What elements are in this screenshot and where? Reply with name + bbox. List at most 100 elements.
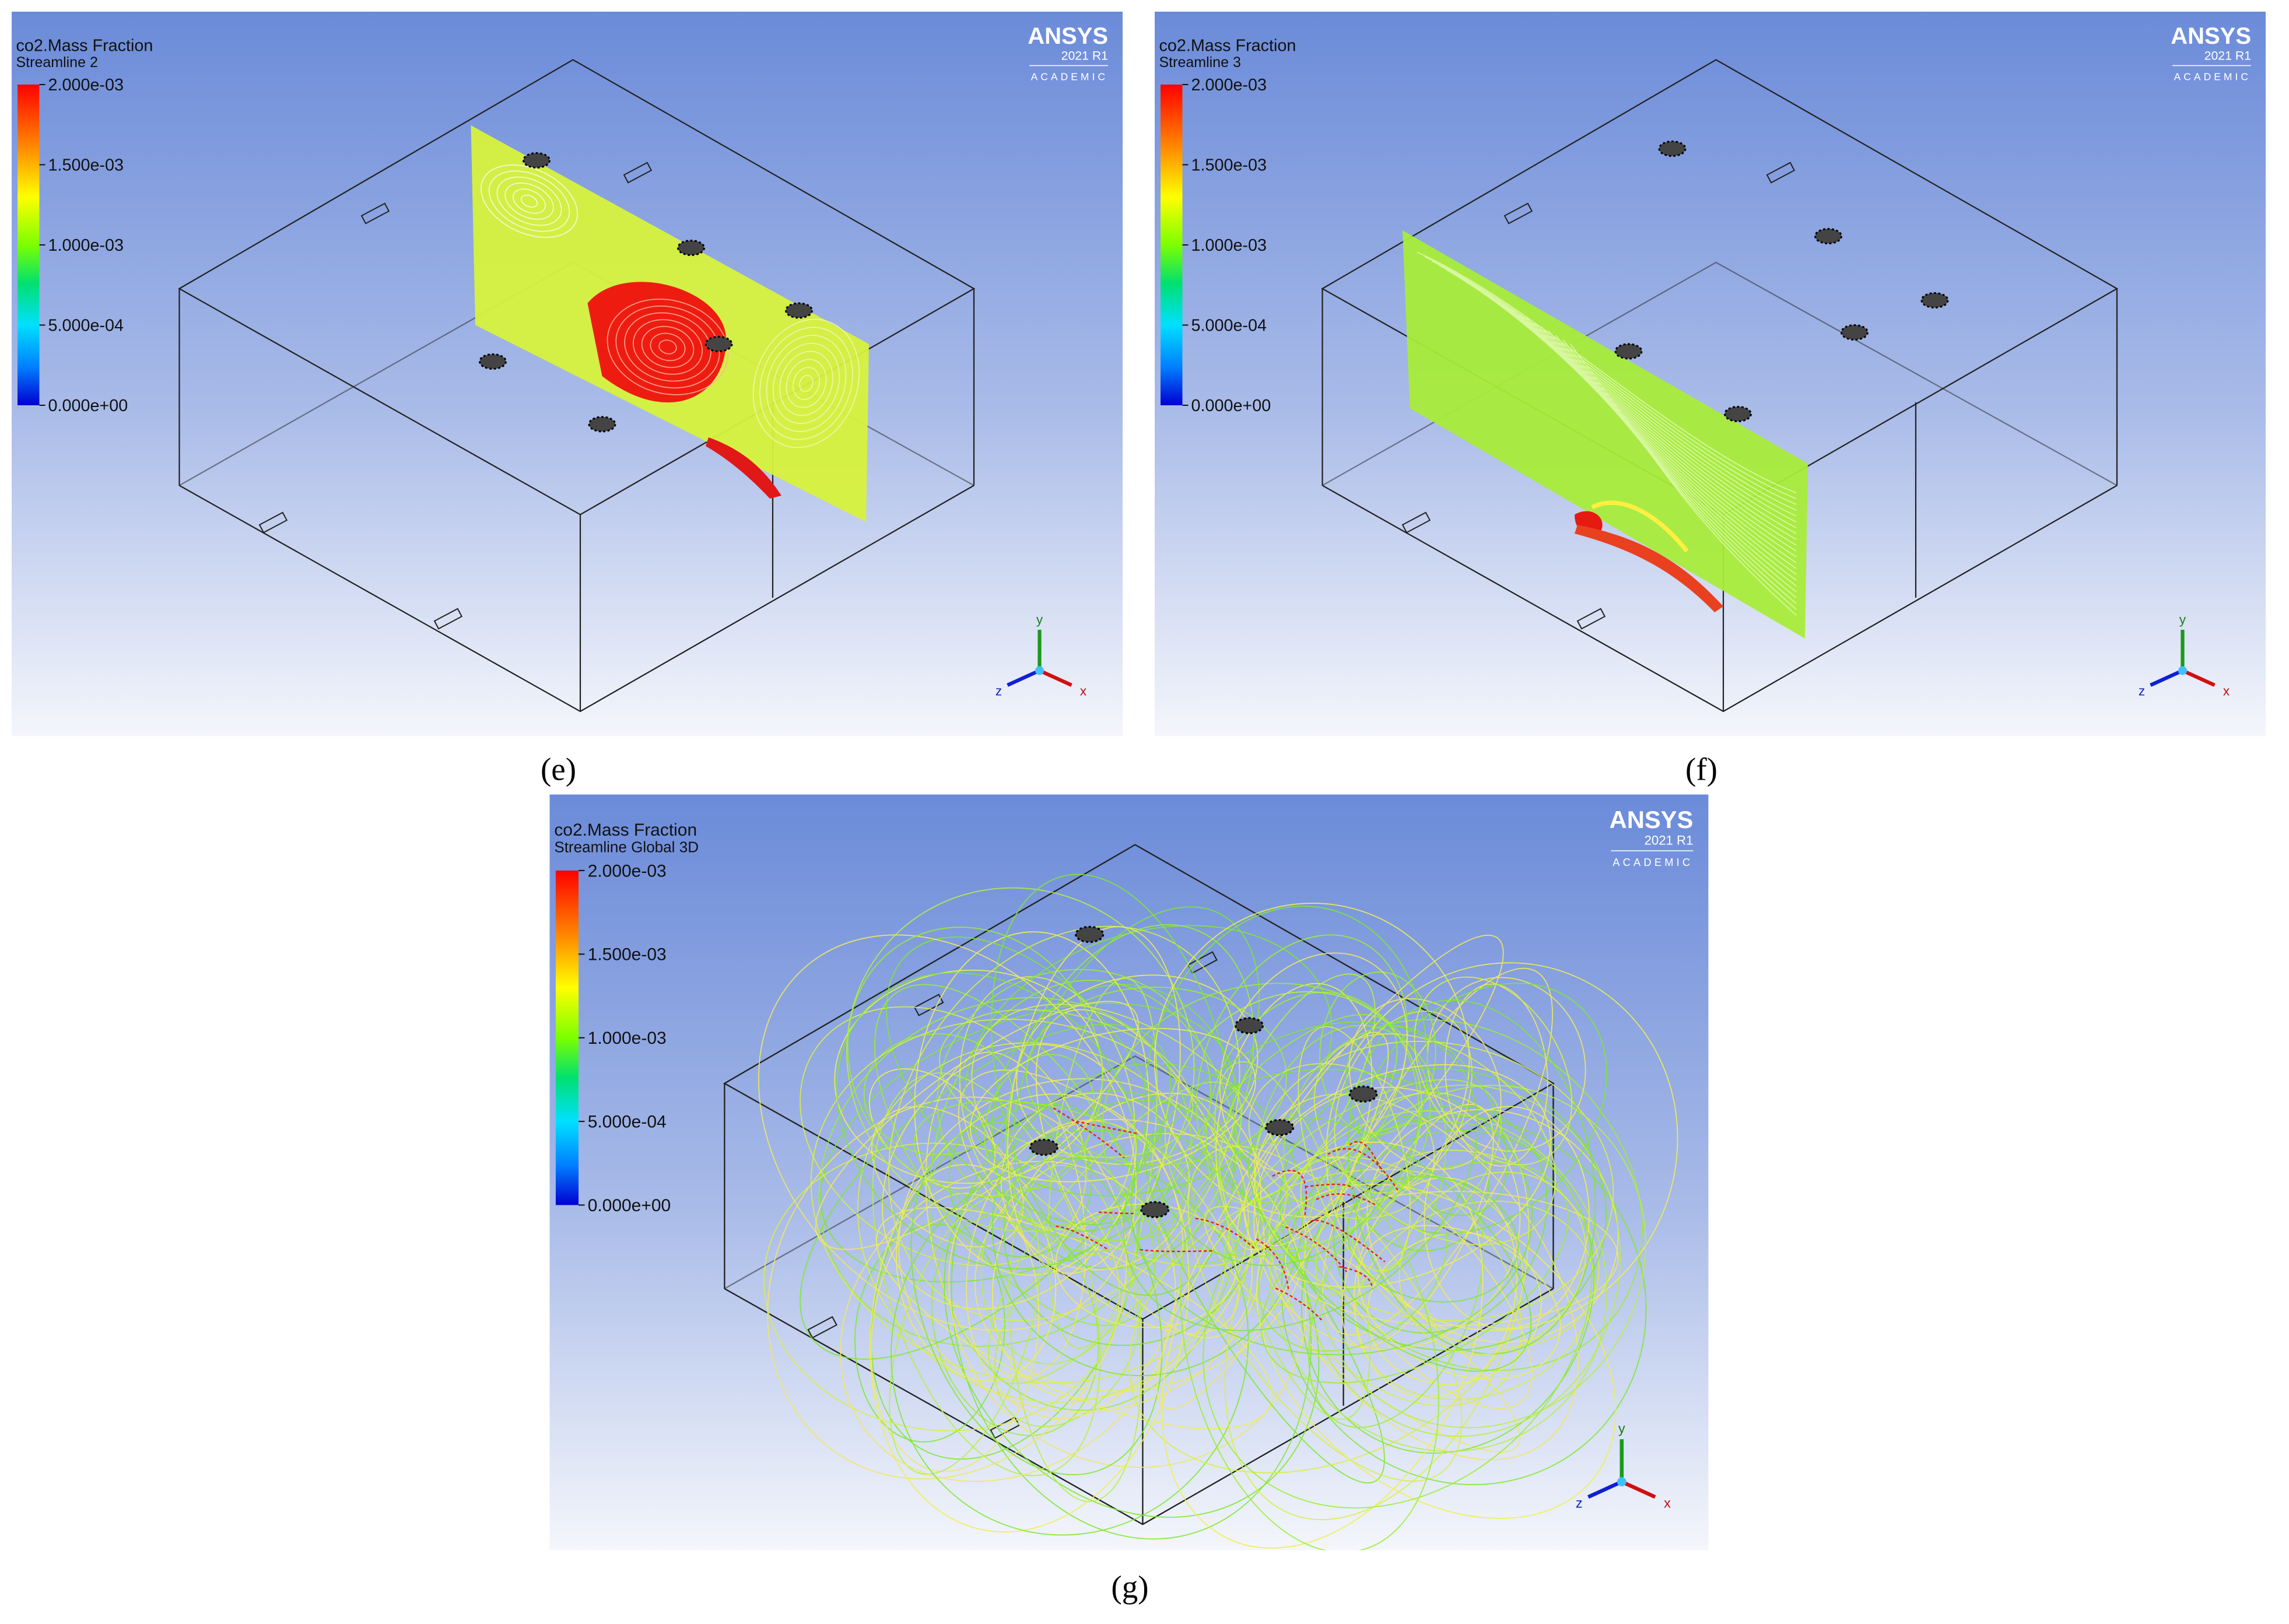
streamline <box>889 1194 1040 1475</box>
colorbar <box>17 85 40 405</box>
axis-label-x: x <box>1080 684 1087 699</box>
streamline <box>1562 339 1797 610</box>
streamline <box>1161 1141 1484 1549</box>
streamline <box>779 350 833 416</box>
streamline <box>1445 983 1548 1167</box>
axis-label-z: z <box>995 684 1002 699</box>
streamline <box>815 1001 1139 1250</box>
diffuser <box>1614 343 1643 360</box>
axis-z <box>2150 669 2183 687</box>
streamline <box>1496 300 1797 557</box>
streamline-red <box>587 282 726 403</box>
streamline <box>984 1054 1095 1190</box>
streamline <box>913 1100 1195 1241</box>
legend-subtitle: Streamline 2 <box>16 54 98 71</box>
streamline <box>959 976 1135 1231</box>
streamline <box>1154 903 1470 1218</box>
streamline <box>1326 962 1678 1331</box>
scene <box>723 844 1678 1551</box>
brand-edition: ACADEMIC <box>1613 856 1693 868</box>
streamline <box>891 1158 1249 1536</box>
streamline <box>496 176 562 226</box>
diffuser <box>1348 1085 1378 1103</box>
streamline <box>1569 343 1797 616</box>
streamline <box>1398 1171 1587 1355</box>
streamline <box>1315 1085 1646 1429</box>
colorbar-label: 0.000e+00 <box>1191 397 1271 415</box>
streamline-red <box>1272 1170 1308 1217</box>
colorbar-label: 5.000e-04 <box>48 317 124 335</box>
axis-origin <box>2178 666 2187 675</box>
streamline <box>1414 976 1573 1166</box>
streamline <box>658 339 677 355</box>
axis-z <box>1587 1480 1623 1499</box>
streamline <box>1268 1156 1522 1406</box>
axis-x <box>1621 1480 1656 1499</box>
streamline <box>1203 1121 1593 1509</box>
legend-title: co2.Mass Fraction <box>1159 37 1296 55</box>
axis-label-z: z <box>2139 684 2145 699</box>
streamline <box>1248 1117 1532 1372</box>
streamline <box>488 170 570 232</box>
streamline-red <box>1349 1141 1383 1173</box>
brand-edition: ACADEMIC <box>2174 71 2251 83</box>
diffuser <box>1029 1138 1058 1156</box>
streamline <box>1555 335 1797 604</box>
streamline <box>800 1023 1171 1360</box>
colorbar-label: 1.500e-03 <box>588 945 667 964</box>
diffuser <box>677 240 705 256</box>
streamline <box>752 318 860 448</box>
axis-label-y: y <box>1036 612 1043 627</box>
streamline <box>948 1118 1307 1468</box>
streamline-red <box>1053 1107 1125 1159</box>
streamline <box>870 1093 1190 1532</box>
vent <box>258 511 288 534</box>
streamline <box>1254 1040 1614 1321</box>
streamline-red <box>1256 1238 1289 1290</box>
streamline <box>872 1072 1101 1476</box>
colorbar-label: 2.000e-03 <box>48 76 124 94</box>
vent <box>807 1316 837 1339</box>
streamline <box>1511 308 1797 569</box>
axis-z <box>1007 669 1040 687</box>
brand-version: 2021 R1 <box>1645 833 1694 848</box>
streamline <box>836 972 1138 1269</box>
diffuser <box>479 353 507 370</box>
vent <box>623 162 653 184</box>
streamline <box>1526 317 1797 581</box>
streamline <box>1504 304 1797 563</box>
streamline <box>937 969 1212 1225</box>
streamline <box>1358 1225 1561 1380</box>
diffuser <box>1920 292 1949 308</box>
colorbar <box>555 870 579 1205</box>
streamline-red <box>1575 525 1723 612</box>
diffuser <box>523 152 551 169</box>
streamline <box>875 1206 1273 1430</box>
streamline <box>650 332 686 362</box>
streamline <box>1003 1100 1261 1346</box>
streamline <box>970 1027 1256 1183</box>
streamline-red <box>706 437 781 499</box>
streamline <box>1348 998 1502 1170</box>
legend-subtitle: Streamline 3 <box>1159 54 1241 71</box>
streamline-red <box>1338 1265 1373 1289</box>
streamline <box>1298 1026 1411 1272</box>
streamline-red <box>1056 1225 1109 1251</box>
colorbar-label: 2.000e-03 <box>1191 76 1267 94</box>
domain-bottom-back <box>724 1055 1554 1289</box>
streamline <box>1142 906 1428 1267</box>
diffuser <box>1814 228 1842 244</box>
streamline-red <box>1076 1120 1138 1135</box>
diffuser <box>1841 324 1869 341</box>
viewport-background <box>1155 12 2266 736</box>
streamline-red <box>1195 1218 1256 1250</box>
streamline <box>994 1254 1142 1427</box>
streamline <box>1026 987 1287 1165</box>
streamline <box>615 305 720 389</box>
streamline <box>1180 1142 1439 1551</box>
streamline-red <box>1285 1226 1348 1273</box>
streamline-red <box>1275 1288 1323 1321</box>
streamline <box>758 934 1137 1331</box>
colorbar-label: 1.000e-03 <box>588 1029 667 1048</box>
streamline <box>898 1078 1265 1413</box>
